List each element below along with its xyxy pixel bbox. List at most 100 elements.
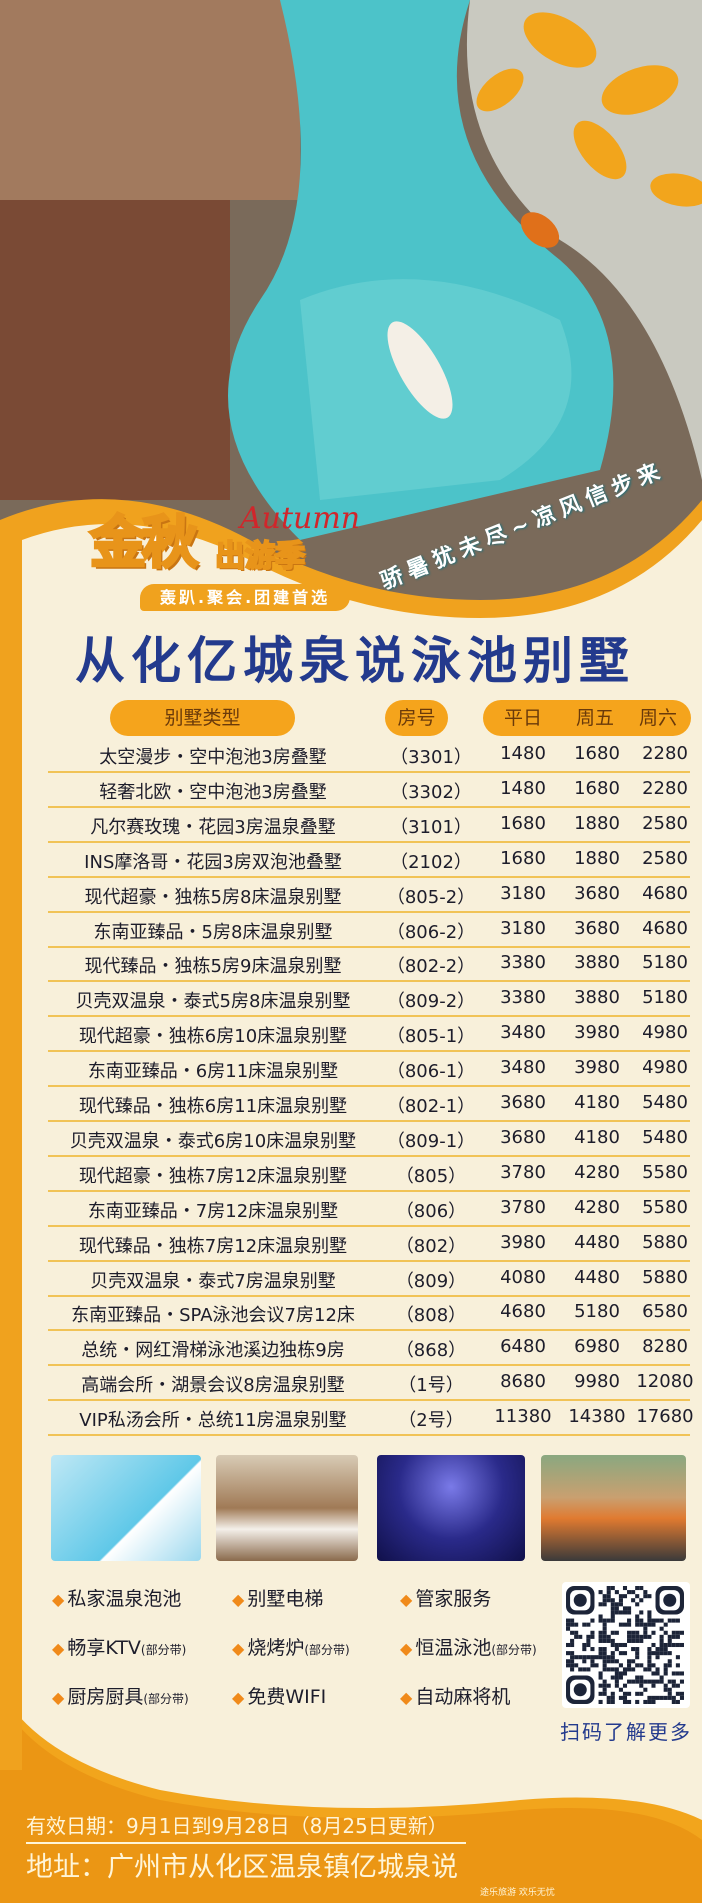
price-weekday: 3680 — [500, 1092, 546, 1113]
price-weekday: 3980 — [500, 1231, 546, 1253]
swimmer — [387, 321, 453, 419]
room-number: （2号） — [398, 1410, 464, 1432]
diamond-bullet-icon: ◆ — [52, 1688, 65, 1707]
amenity-note: (部分带) — [140, 1643, 187, 1657]
room-number: （2102） — [390, 851, 472, 873]
price-saturday: 2580 — [642, 847, 688, 869]
amenity-item: ◆ 私家温泉泡池 — [52, 1584, 181, 1611]
table-row: 太空漫步・空中泡池3房叠墅 （3301） 1480 1680 2280 — [48, 738, 690, 773]
price-saturday: 4980 — [642, 1057, 688, 1079]
table-row: 总统・网红滑梯泳池溪边独栋9房 （868） 6480 6980 8280 — [48, 1331, 690, 1367]
price-friday: 3980 — [574, 1057, 620, 1079]
room-number: （806） — [395, 1200, 467, 1222]
price-friday: 3980 — [574, 1022, 620, 1044]
logo-script: Autumn — [240, 501, 361, 536]
logo-big-text: 金秋 — [89, 511, 200, 576]
table-row: 现代臻品・独栋6房11床温泉别墅 （802-1） 3680 4180 5480 — [48, 1087, 690, 1122]
photo-bedroom — [216, 1455, 358, 1561]
room-number: （809-1） — [386, 1130, 476, 1152]
price-saturday: 5480 — [642, 1126, 688, 1148]
price-friday: 3680 — [574, 917, 620, 939]
price-weekday: 3780 — [500, 1196, 546, 1218]
amenity-label: 自动麻将机 — [415, 1686, 511, 1708]
price-weekday: 4080 — [500, 1266, 546, 1288]
price-friday: 1880 — [574, 847, 620, 869]
price-friday: 4480 — [574, 1266, 620, 1288]
price-weekday: 3180 — [500, 882, 546, 904]
diamond-bullet-icon: ◆ — [232, 1639, 245, 1658]
table-row: 现代超豪・独栋6房10床温泉别墅 （805-1） 3480 3980 4980 — [48, 1017, 690, 1053]
amenity-label: 恒温泳池 — [415, 1637, 492, 1659]
villa-name: INS摩洛哥・花园3房双泡池叠墅 — [84, 851, 342, 873]
table-row: 高端会所・湖景会议8房温泉别墅 （1号） 8680 9980 12080 — [48, 1366, 694, 1402]
room-number: （805） — [395, 1165, 467, 1187]
price-friday: 4480 — [574, 1231, 620, 1253]
price-weekday: 4680 — [500, 1301, 546, 1323]
price-weekday: 3380 — [500, 952, 546, 974]
diamond-bullet-icon: ◆ — [52, 1590, 65, 1609]
price-saturday: 2580 — [642, 812, 688, 834]
validity-text: 有效日期：9月1日到9月28日（8月25日更新） — [26, 1814, 466, 1844]
room-number: （806-1） — [386, 1061, 476, 1083]
room-number: （805-1） — [386, 1026, 476, 1048]
price-weekday: 1480 — [500, 777, 546, 799]
villa-name: 东南亚臻品・7房12床温泉别墅 — [87, 1200, 339, 1222]
price-friday: 3880 — [574, 987, 620, 1009]
room-number: （806-2） — [386, 921, 476, 943]
villa-name: 现代臻品・独栋5房9床温泉别墅 — [84, 956, 342, 978]
price-friday: 4180 — [574, 1126, 620, 1148]
price-friday: 5180 — [574, 1301, 620, 1323]
photo-pool — [51, 1455, 201, 1561]
amenity-item: ◆ 畅享KTV(部分带) — [52, 1633, 186, 1660]
room-number: （1号） — [398, 1375, 464, 1397]
price-saturday: 4680 — [642, 882, 688, 904]
table-row: 凡尔赛玫瑰・花园3房温泉叠墅 （3101） 1680 1880 2580 — [48, 808, 690, 843]
price-friday: 3880 — [574, 952, 620, 974]
price-friday: 1680 — [574, 777, 620, 799]
price-saturday: 17680 — [636, 1406, 694, 1428]
villa-name: 现代臻品・独栋7房12床温泉别墅 — [78, 1235, 348, 1257]
amenity-note: (部分带) — [491, 1643, 537, 1657]
villa-name: 总统・网红滑梯泳池溪边独栋9房 — [81, 1340, 345, 1362]
autumn-logo: 金秋 出游季 Autumn 轰趴.聚会.团建首选 — [89, 500, 361, 618]
diamond-bullet-icon: ◆ — [52, 1639, 65, 1658]
photo-ktv — [377, 1455, 525, 1561]
amenity-label: 畅享KTV — [67, 1637, 141, 1659]
price-weekday: 1680 — [500, 812, 546, 834]
villa-name: 凡尔赛玫瑰・花园3房温泉叠墅 — [90, 816, 336, 838]
price-saturday: 5580 — [642, 1161, 688, 1183]
amenity-item: ◆ 别墅电梯 — [232, 1584, 323, 1611]
amenity-note: (部分带) — [143, 1692, 189, 1706]
price-saturday: 12080 — [636, 1371, 694, 1393]
price-saturday: 2280 — [642, 777, 688, 799]
diamond-bullet-icon: ◆ — [232, 1590, 245, 1609]
diamond-bullet-icon: ◆ — [400, 1590, 413, 1609]
room-number: （809-2） — [386, 991, 476, 1013]
header-saturday: 周六 — [638, 707, 677, 729]
villa-name: 贝壳双温泉・泰式7房温泉别墅 — [90, 1270, 336, 1292]
photo-hot-spring — [541, 1455, 686, 1561]
qr-code[interactable] — [562, 1582, 690, 1708]
price-saturday: 4680 — [642, 917, 688, 939]
price-friday: 6980 — [574, 1336, 620, 1358]
price-friday: 14380 — [568, 1406, 626, 1428]
price-saturday: 5580 — [642, 1196, 688, 1218]
price-friday: 4180 — [574, 1092, 620, 1113]
room-number: （802） — [395, 1235, 467, 1257]
price-saturday: 4980 — [642, 1022, 688, 1044]
amenity-item: ◆ 厨房厨具(部分带) — [52, 1682, 189, 1709]
header-prices: 平日 周五 周六 — [483, 700, 691, 736]
watermark: 途乐旅游 欢乐无忧 — [480, 1888, 555, 1898]
price-saturday: 8280 — [642, 1336, 688, 1358]
room-number: （3101） — [390, 816, 472, 838]
villa-name: 贝壳双温泉・泰式5房8床温泉别墅 — [75, 991, 351, 1013]
price-weekday: 3480 — [500, 1022, 546, 1044]
price-weekday: 3380 — [500, 987, 546, 1009]
table-row: INS摩洛哥・花园3房双泡池叠墅 （2102） 1680 1880 2580 — [48, 843, 690, 878]
room-number: （805-2） — [386, 886, 476, 908]
table-row: 东南亚臻品・7房12床温泉别墅 （806） 3780 4280 5580 — [48, 1192, 690, 1227]
villa-name: VIP私汤会所・总统11房温泉别墅 — [79, 1410, 347, 1432]
price-saturday: 5180 — [642, 987, 688, 1009]
price-friday: 1880 — [574, 812, 620, 834]
